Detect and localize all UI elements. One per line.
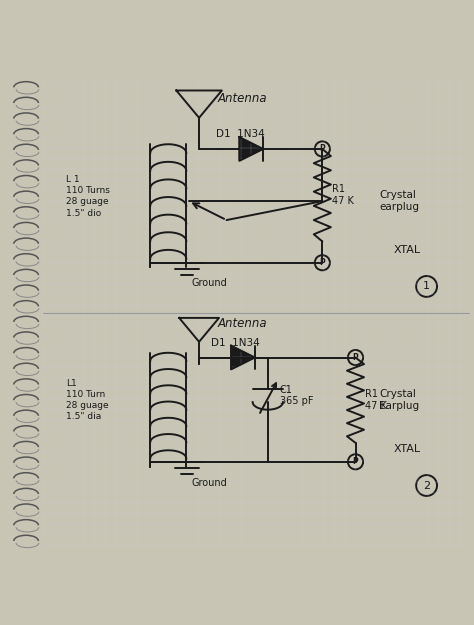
Text: 1: 1 [423, 281, 430, 291]
Text: R1
47 K: R1 47 K [332, 184, 354, 206]
Text: P: P [353, 353, 358, 362]
Text: Crystal
earplug: Crystal earplug [379, 190, 419, 212]
Text: Ground: Ground [192, 278, 228, 288]
Polygon shape [239, 137, 263, 161]
Text: P: P [353, 458, 358, 466]
Text: 2: 2 [423, 481, 430, 491]
Polygon shape [231, 346, 255, 369]
Text: Antenna: Antenna [218, 92, 268, 104]
Text: XTAL: XTAL [393, 245, 420, 255]
Text: D1  1N34: D1 1N34 [216, 129, 264, 139]
Text: C1
365 pF: C1 365 pF [280, 384, 313, 406]
Text: Ground: Ground [192, 478, 228, 488]
Text: R1
47 K: R1 47 K [365, 389, 387, 411]
Text: Crystal
Earplug: Crystal Earplug [379, 389, 419, 411]
Text: P: P [319, 258, 325, 268]
Text: D1  1N34: D1 1N34 [211, 338, 260, 348]
Text: L 1
110 Turns
28 guage
1.5" dio: L 1 110 Turns 28 guage 1.5" dio [66, 175, 110, 218]
Text: P: P [319, 144, 325, 154]
Text: Antenna: Antenna [218, 317, 268, 330]
Text: L1
110 Turn
28 guage
1.5" dia: L1 110 Turn 28 guage 1.5" dia [66, 379, 109, 421]
Text: XTAL: XTAL [393, 444, 420, 454]
